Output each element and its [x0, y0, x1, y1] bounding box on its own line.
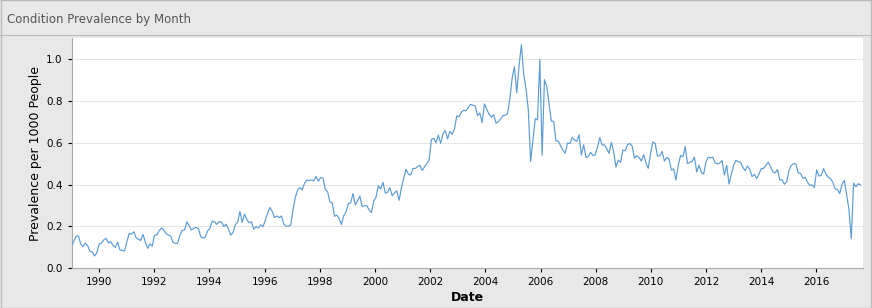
X-axis label: Date: Date [451, 291, 484, 304]
Text: Condition Prevalence by Month: Condition Prevalence by Month [7, 13, 191, 26]
Y-axis label: Prevalence per 1000 People: Prevalence per 1000 People [29, 66, 42, 241]
